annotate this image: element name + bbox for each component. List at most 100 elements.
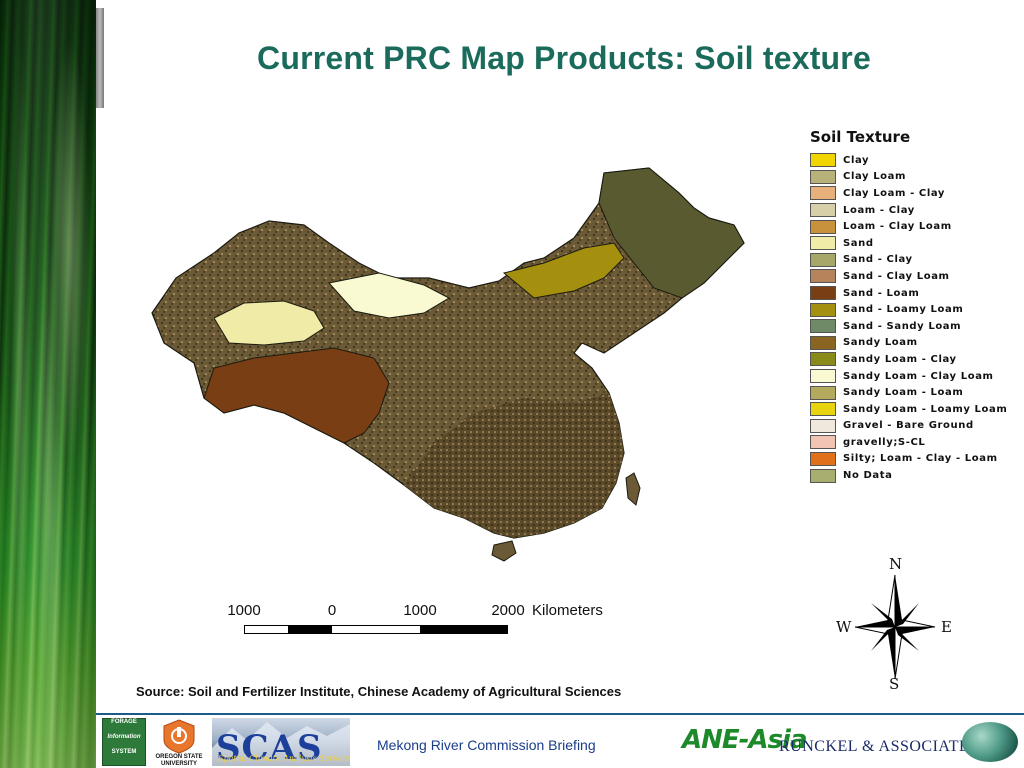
compass-north-label: N xyxy=(889,555,903,573)
scas-logo: SCAS Spatial Climate Analysis Service xyxy=(212,718,350,766)
legend-swatch xyxy=(810,252,836,267)
legend-item: Sand - Clay Loam xyxy=(810,268,1020,285)
footer-title: Mekong River Commission Briefing xyxy=(377,737,596,753)
legend-swatch xyxy=(810,186,836,201)
legend-label: Sand - Clay Loam xyxy=(843,270,950,282)
osu-shield-icon xyxy=(163,719,195,754)
slide-title: Current PRC Map Products: Soil texture xyxy=(257,40,871,76)
legend-label: Sandy Loam xyxy=(843,337,918,349)
scale-segment xyxy=(245,626,288,633)
compass-east-label: E xyxy=(941,618,952,636)
legend-label: Sand - Loamy Loam xyxy=(843,304,964,316)
legend-label: Clay Loam - Clay xyxy=(843,187,946,199)
china-soil-map xyxy=(151,167,745,562)
legend-swatch xyxy=(810,236,836,251)
legend-swatch xyxy=(810,451,836,466)
compass-west-label: W xyxy=(836,618,852,636)
legend-label: Silty; Loam - Clay - Loam xyxy=(843,453,998,465)
legend-item: Sandy Loam - Loamy Loam xyxy=(810,401,1020,418)
legend-item: Loam - Clay xyxy=(810,202,1020,219)
legend-swatch xyxy=(810,203,836,218)
legend-label: No Data xyxy=(843,470,893,482)
legend-swatch xyxy=(810,319,836,334)
osu-logo-text: OREGON STATE UNIVERSITY xyxy=(150,754,208,768)
legend-item: Gravel - Bare Ground xyxy=(810,418,1020,435)
legend-label: Clay xyxy=(843,154,870,166)
legend-item: Sandy Loam - Clay xyxy=(810,351,1020,368)
legend-swatch xyxy=(810,219,836,234)
legend-item: Clay Loam xyxy=(810,169,1020,186)
legend-item: Sand - Sandy Loam xyxy=(810,318,1020,335)
ane-asia-logo: ANE-Asia xyxy=(682,725,807,755)
legend-swatch xyxy=(810,169,836,184)
legend-swatch xyxy=(810,269,836,284)
legend-label: Sandy Loam - Loam xyxy=(843,387,964,399)
legend-label: Sand xyxy=(843,237,874,249)
map-region-hainan xyxy=(491,540,517,562)
legend-label: Sandy Loam - Loamy Loam xyxy=(843,403,1008,415)
legend-item: Sand xyxy=(810,235,1020,252)
compass-south-label: S xyxy=(889,675,900,693)
compass-star-icon xyxy=(854,574,936,680)
background-grass-image xyxy=(0,0,96,768)
scas-logo-subtitle: Spatial Climate Analysis Service xyxy=(218,754,350,763)
scale-segment xyxy=(420,626,507,633)
globe-icon xyxy=(962,722,1018,762)
legend-label: Sand - Loam xyxy=(843,287,920,299)
map-region-northwest-desert xyxy=(213,300,325,346)
logo-text: SYSTEM xyxy=(111,749,137,755)
map-region-north-band xyxy=(502,242,625,299)
oregon-state-university-logo: OREGON STATE UNIVERSITY xyxy=(150,718,208,768)
legend-item: Silty; Loam - Clay - Loam xyxy=(810,451,1020,468)
compass-rose: N S W E xyxy=(835,555,955,695)
map-legend: Soil Texture Clay Clay Loam Clay Loam - Cl… xyxy=(810,128,1020,484)
legend-item: Sandy Loam - Clay Loam xyxy=(810,368,1020,385)
legend-label: Clay Loam xyxy=(843,171,907,183)
legend-item: Clay Loam - Clay xyxy=(810,185,1020,202)
map-region-tibet xyxy=(203,347,390,444)
legend-label: Sand - Clay xyxy=(843,254,913,266)
legend-item: Sandy Loam xyxy=(810,335,1020,352)
legend-label: Loam - Clay xyxy=(843,204,915,216)
scale-bar: 1000 0 1000 2000 Kilometers xyxy=(222,600,622,640)
background-grass-shade xyxy=(0,0,96,768)
legend-item: Sandy Loam - Loam xyxy=(810,384,1020,401)
scale-segment xyxy=(288,626,332,633)
logo-text: FORAGE xyxy=(111,719,137,725)
legend-swatch xyxy=(810,435,836,450)
logo-text: UNIVERSITY xyxy=(160,761,197,767)
scale-segment xyxy=(332,626,420,633)
decorative-divider xyxy=(96,8,104,108)
legend-label: Sand - Sandy Loam xyxy=(843,320,962,332)
legend-swatch xyxy=(810,286,836,301)
legend-item: Sand - Loamy Loam xyxy=(810,301,1020,318)
legend-item: No Data xyxy=(810,467,1020,484)
scale-tick-label: 0 xyxy=(327,602,337,619)
legend-swatch xyxy=(810,335,836,350)
legend-swatch xyxy=(810,352,836,367)
logo-text: Information xyxy=(107,734,141,740)
map-region-northeast xyxy=(598,167,745,299)
footer-divider xyxy=(96,713,1024,715)
map-region-southeast xyxy=(404,393,624,538)
legend-title: Soil Texture xyxy=(810,128,911,146)
forage-information-system-logo: FORAGE Information SYSTEM xyxy=(102,718,146,766)
legend-swatch xyxy=(810,468,836,483)
legend-item: Sand - Clay xyxy=(810,252,1020,269)
legend-item: Clay xyxy=(810,152,1020,169)
scale-tick-label: 2000 xyxy=(491,602,525,619)
source-citation: Source: Soil and Fertilizer Institute, C… xyxy=(136,684,622,699)
legend-item: Sand - Loam xyxy=(810,285,1020,302)
map-region-taiwan xyxy=(625,472,641,506)
runckel-associates-logo: RUNCKEL & ASSOCIATES xyxy=(779,738,979,755)
legend-item: Loam - Clay Loam xyxy=(810,218,1020,235)
legend-label: Sandy Loam - Clay xyxy=(843,353,957,365)
legend-swatch xyxy=(810,385,836,400)
legend-items: Clay Clay Loam Clay Loam - Clay Loam - Clay… xyxy=(810,152,1020,484)
legend-label: Loam - Clay Loam xyxy=(843,221,952,233)
logo-text: OREGON STATE xyxy=(155,754,203,760)
map-region-central-basin xyxy=(328,272,451,319)
legend-item: gravelly;S-CL xyxy=(810,434,1020,451)
legend-label: Gravel - Bare Ground xyxy=(843,420,974,432)
mountain-icon xyxy=(212,722,350,766)
